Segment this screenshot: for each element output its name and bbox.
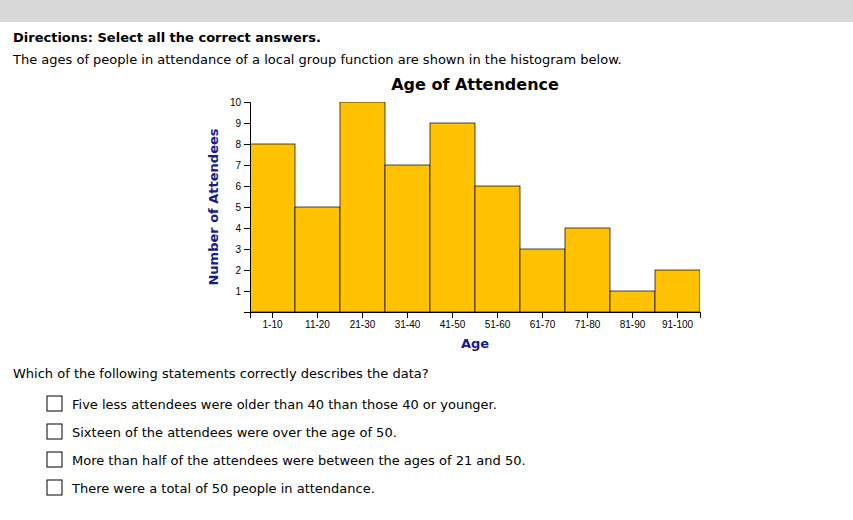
y-tick: 9 — [235, 118, 250, 129]
y-tick: 3 — [235, 244, 250, 255]
x-tick: 71-80 — [575, 312, 601, 330]
bars — [250, 102, 700, 312]
bar — [610, 291, 655, 312]
x-tick: 51-60 — [485, 312, 511, 330]
x-tick: 1-10 — [262, 312, 282, 330]
x-tick-mark — [317, 312, 318, 318]
y-tick: 1 — [235, 286, 250, 297]
chart-title: Age of Attendence — [391, 75, 559, 94]
x-axis-title: Age — [461, 336, 489, 351]
option: More than half of the attendees were bet… — [72, 453, 526, 468]
y-tick: 4 — [235, 223, 250, 234]
x-tick: 31-40 — [395, 312, 421, 330]
x-tick: 61-70 — [530, 312, 556, 330]
bar — [655, 270, 700, 312]
y-tick-mark — [244, 144, 250, 145]
bar — [475, 186, 520, 312]
y-tick-label: 7 — [235, 160, 241, 171]
checkbox — [47, 452, 62, 467]
y-tick-label: 4 — [235, 223, 241, 234]
y-tick-label: 2 — [235, 265, 241, 276]
question: Which of the following statements correc… — [13, 366, 429, 381]
page: Directions: Select all the correct answe… — [0, 0, 853, 520]
checkbox — [47, 480, 62, 495]
y-tick-mark — [244, 291, 250, 292]
option: Five less attendees were older than 40 t… — [72, 397, 497, 412]
y-tick-mark — [244, 249, 250, 250]
x-tick-mark — [677, 312, 678, 318]
bar — [520, 249, 565, 312]
x-tick: 21-30 — [350, 312, 376, 330]
description: The ages of people in attendance of a lo… — [12, 52, 622, 67]
x-axis-line — [251, 313, 701, 319]
directions: Directions: Select all the correct answe… — [13, 30, 321, 45]
y-tick: 10 — [230, 97, 250, 108]
y-tick-label: 3 — [235, 244, 241, 255]
bar — [565, 228, 610, 312]
x-tick-label: 11-20 — [305, 319, 330, 330]
x-tick-label: 31-40 — [395, 319, 421, 330]
x-tick: 11-20 — [305, 312, 330, 330]
y-tick-mark — [244, 186, 250, 187]
y-tick-label: 8 — [235, 139, 241, 150]
y-tick: 6 — [235, 181, 250, 192]
y-tick-mark — [244, 123, 250, 124]
y-tick-label: 6 — [235, 181, 241, 192]
y-tick: 2 — [235, 265, 250, 276]
y-tick-label: 10 — [230, 97, 242, 108]
option: There were a total of 50 people in atten… — [71, 481, 375, 496]
x-tick-mark — [587, 312, 588, 318]
bar — [385, 165, 430, 312]
header-bar — [0, 0, 853, 22]
x-axis: 1-10 11-20 21-30 31-40 41-50 51-60 61-70 71-80 8… — [251, 312, 701, 330]
y-tick: 8 — [235, 139, 250, 150]
checkbox — [47, 396, 62, 411]
x-tick-label: 81-90 — [620, 319, 646, 330]
y-tick-mark — [244, 102, 250, 103]
x-tick: 41-50 — [440, 312, 466, 330]
bar — [250, 144, 295, 312]
checkbox — [47, 424, 62, 439]
x-tick-mark — [542, 312, 543, 318]
y-tick-label: 1 — [235, 286, 241, 297]
x-tick-label: 61-70 — [530, 319, 556, 330]
bar — [295, 207, 340, 312]
x-tick-label: 71-80 — [575, 319, 601, 330]
x-tick-mark — [452, 312, 453, 318]
y-tick-mark — [244, 207, 250, 208]
x-tick-mark — [632, 312, 633, 318]
x-tick-label: 1-10 — [262, 319, 282, 330]
y-tick-label: 5 — [235, 202, 241, 213]
x-tick-mark — [497, 312, 498, 318]
bar — [430, 123, 475, 312]
options: Five less attendees were older than 40 t… — [47, 396, 526, 496]
y-tick-label: 9 — [235, 118, 241, 129]
x-tick-label: 51-60 — [485, 319, 511, 330]
y-axis: 1 2 3 4 5 6 7 8 9 10 — [230, 97, 251, 313]
x-tick-mark — [272, 312, 273, 318]
y-axis-title: Number of Attendees — [206, 128, 221, 285]
bar — [340, 102, 385, 312]
x-tick-label: 21-30 — [350, 319, 376, 330]
x-tick: 81-90 — [620, 312, 646, 330]
y-tick-mark — [244, 228, 250, 229]
option: Sixteen of the attendees were over the a… — [72, 425, 397, 440]
x-tick-label: 91-100 — [662, 319, 694, 330]
y-axis-line — [244, 103, 251, 313]
y-tick-mark — [244, 165, 250, 166]
y-tick-mark — [244, 270, 250, 271]
x-tick-label: 41-50 — [440, 319, 466, 330]
x-tick-mark — [362, 312, 363, 318]
y-tick: 7 — [235, 160, 250, 171]
x-tick: 91-100 — [662, 312, 694, 330]
y-tick: 5 — [235, 202, 250, 213]
x-tick-mark — [407, 312, 408, 318]
